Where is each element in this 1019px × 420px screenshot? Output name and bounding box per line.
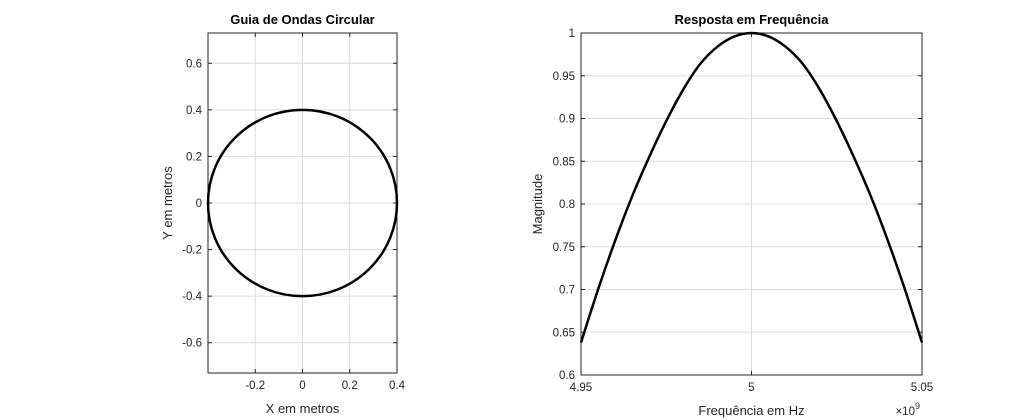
y-tick-label: -0.4	[182, 291, 202, 303]
y-tick-label: 0.8	[559, 199, 575, 211]
x-tick-label: 0.4	[389, 380, 406, 392]
series-circle-line	[206, 108, 399, 298]
y-tick-label: 1	[569, 28, 575, 40]
series-magnitude-line	[579, 31, 924, 343]
chart-2: 4.95 5 5.05 0.6 0.65 0.7 0.75 0.8 0.85 0.9 0.95 1 Re…	[530, 12, 933, 418]
x-axis-label: Frequência em Hz	[698, 403, 804, 418]
y-axis-label: Magnitude	[530, 174, 545, 235]
y-tick-label: -0.6	[182, 338, 202, 350]
x-tick-label: 0	[299, 380, 305, 392]
y-tick-label: 0.85	[553, 156, 575, 168]
y-tick-label: 0.2	[186, 151, 202, 163]
y-axis-label: Y em metros	[160, 166, 175, 240]
y-tick-label: 0.9	[559, 114, 575, 126]
y-tick-label: 0.95	[553, 71, 575, 83]
x-axis-label: X em metros	[266, 401, 340, 416]
y-tick-label: 0.65	[553, 327, 575, 339]
chart-1: -0.2 0 0.2 0.4 -0.6 -0.4 -0.2 0 0.2 0.4 0.6 Guia de…	[160, 12, 406, 416]
x-tick-label: 4.95	[570, 382, 592, 394]
x-exponent-base: ×10	[895, 406, 915, 418]
chart-title: Guia de Ondas Circular	[230, 12, 375, 27]
x-tick-label: 5.05	[911, 382, 933, 394]
chart-title: Resposta em Frequência	[675, 12, 830, 27]
y-tick-label: 0.4	[186, 105, 203, 117]
x-tick-label: 5	[748, 382, 754, 394]
y-tick-label: 0.6	[186, 58, 202, 70]
y-tick-label: 0.7	[559, 285, 575, 297]
x-tick-label: 0.2	[342, 380, 358, 392]
x-exponent-power: 9	[915, 401, 920, 411]
y-tick-label: 0.6	[559, 370, 575, 382]
y-tick-label: -0.2	[182, 245, 202, 257]
x-exponent-label: ×109	[895, 401, 920, 418]
x-tick-label: -0.2	[245, 380, 265, 392]
y-tick-label: 0.75	[553, 242, 575, 254]
y-tick-label: 0	[196, 198, 202, 210]
